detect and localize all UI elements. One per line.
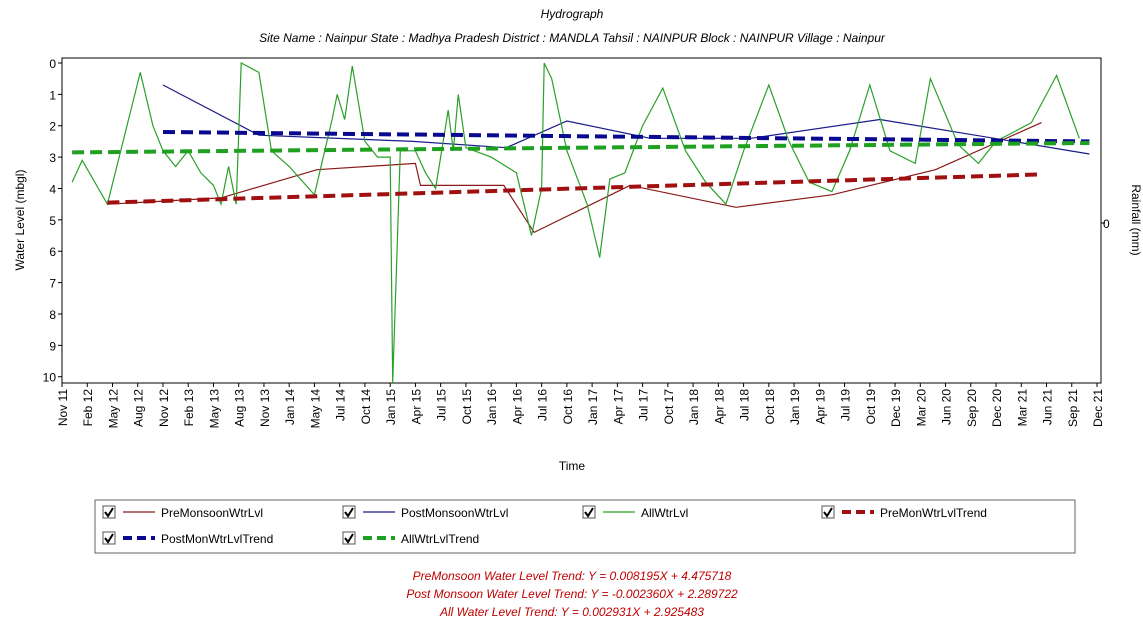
legend-check [344,533,354,544]
x-tick-label: Oct 17 [662,389,676,425]
x-axis-title: Time [559,459,586,473]
x-tick-label: Apr 19 [813,389,827,425]
x-tick-label: Dec 20 [990,389,1004,427]
x-tick-label: Nov 11 [56,389,70,426]
x-tick-label: Oct 14 [359,389,373,425]
y-tick-label: 10 [43,371,57,385]
x-tick-label: Jan 16 [485,389,499,425]
x-tick-label: Sep 21 [1066,389,1080,427]
legend-check [104,507,114,518]
x-tick-label: Apr 15 [409,389,423,425]
chart-title: Hydrograph [541,7,604,21]
series-line [71,62,1080,384]
x-tick-label: Jul 16 [536,389,550,421]
x-tick-label: Sep 20 [965,389,979,427]
x-tick-label: Mar 21 [1015,389,1029,427]
y-tick-label: 0 [49,57,56,71]
legend-label: PreMonWtrLvlTrend [880,506,987,520]
series-line [162,84,1090,155]
y-tick-label: 6 [49,245,56,259]
legend-label: PreMonsoonWtrLvl [161,506,263,520]
x-tick-label: Jun 21 [1041,389,1055,425]
trend-line [72,141,1090,155]
legend-check [104,533,114,544]
x-tick-label: Jun 20 [940,389,954,425]
x-tick-label: Feb 13 [182,389,196,427]
x-tick-label: Jan 18 [687,389,701,425]
x-tick-label: Nov 13 [258,389,272,427]
y-axis-title: Water Level (mbgl) [13,170,27,271]
legend-label: PostMonWtrLvlTrend [161,532,273,546]
x-tick-label: Dec 21 [1091,389,1105,427]
x-tick-label: Jul 18 [738,389,752,421]
x-tick-label: Oct 15 [460,389,474,425]
x-tick-label: Jan 15 [384,389,398,425]
x-tick-label: May 14 [308,389,322,429]
y-tick-label: 8 [49,308,56,322]
x-tick-label: Nov 12 [157,389,171,427]
x-tick-label: Aug 13 [233,389,247,427]
x-tick-label: Oct 16 [561,389,575,425]
x-tick-label: Jul 19 [839,389,853,421]
x-tick-label: May 13 [207,389,221,429]
x-tick-label: Feb 12 [81,389,95,427]
legend-check [584,507,594,518]
x-tick-label: Oct 18 [763,389,777,425]
legend-label: AllWtrLvl [641,506,688,520]
plot-frame [61,57,1102,384]
x-tick-label: Jan 19 [788,389,802,425]
trend-equation: Post Monsoon Water Level Trend: Y = -0.0… [406,587,738,601]
x-tick-label: Apr 17 [611,389,625,425]
trend-line [107,172,1042,205]
y-tick-label: 3 [49,151,56,165]
y-tick-label: 1 [49,88,56,102]
legend-label: PostMonsoonWtrLvl [401,506,508,520]
x-tick-label: Apr 18 [712,389,726,425]
x-tick-label: Dec 19 [889,389,903,427]
x-tick-label: Aug 12 [132,389,146,427]
x-tick-label: May 12 [106,389,120,429]
y-tick-label: 4 [49,182,56,196]
x-tick-label: Jul 14 [334,389,348,421]
y-tick-label: 9 [49,339,56,353]
x-tick-label: Apr 16 [510,389,524,425]
y2-tick-label: 0 [1103,217,1110,231]
chart-subtitle: Site Name : Nainpur State : Madhya Prade… [259,31,886,45]
trend-equation: PreMonsoon Water Level Trend: Y = 0.0081… [413,569,732,583]
x-tick-label: Jan 17 [586,389,600,425]
x-tick-label: Jul 17 [637,389,651,421]
x-tick-label: Mar 20 [914,389,928,427]
legend-check [344,507,354,518]
series-line [107,122,1042,234]
x-tick-label: Oct 19 [864,389,878,425]
y-tick-label: 2 [49,120,56,134]
y2-axis-title: Rainfall (mm) [1129,184,1143,255]
trend-line [162,130,1090,144]
x-tick-label: Jul 15 [435,389,449,421]
legend-label: AllWtrLvlTrend [401,532,479,546]
trend-equation: All Water Level Trend: Y = 0.002931X + 2… [439,605,704,619]
y-tick-label: 7 [49,277,56,291]
x-tick-label: Jan 14 [283,389,297,425]
legend-check [823,507,833,518]
y-tick-label: 5 [49,214,56,228]
